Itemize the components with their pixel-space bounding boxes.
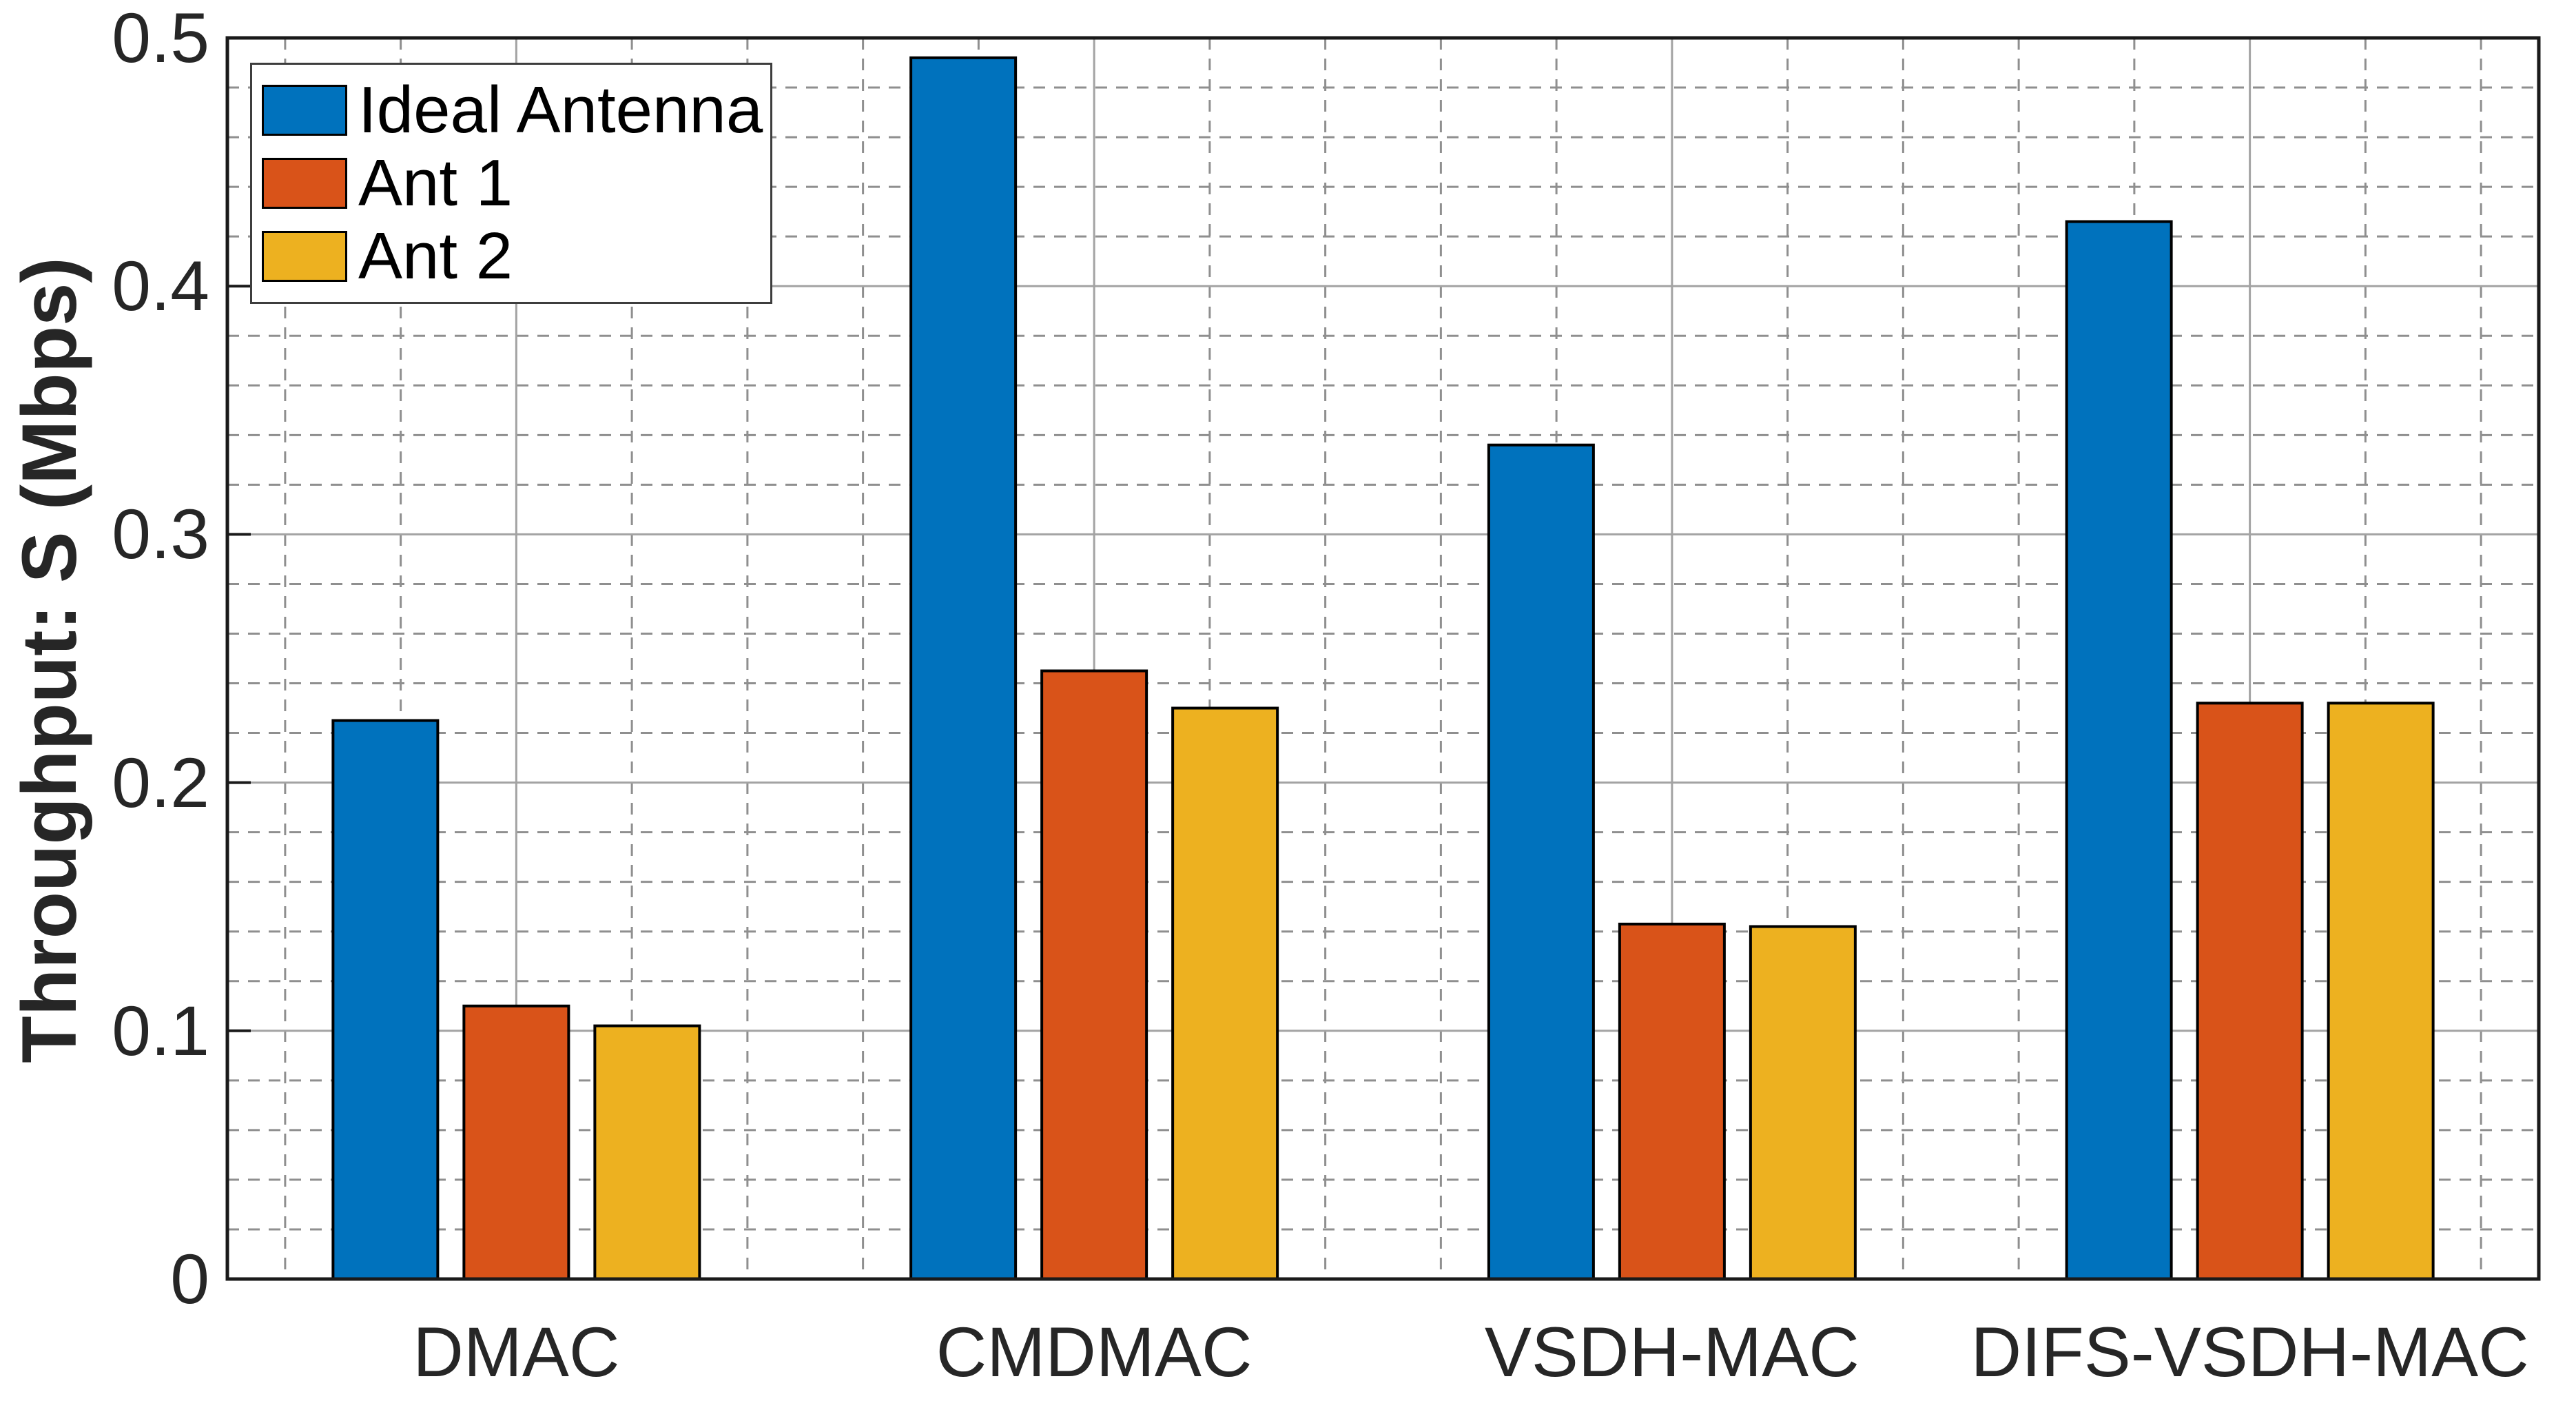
y-tick-label-0p2: 0.2 (112, 743, 209, 822)
bar-ant-2 (2327, 702, 2435, 1280)
legend-swatch-ant-1 (262, 158, 347, 209)
y-axis-title: Throughput: S (Mbps) (6, 257, 92, 1063)
bar-ant-1 (462, 1004, 570, 1281)
bar-ant-2 (1171, 706, 1279, 1281)
x-tick-label-cmdmac: CMDMAC (936, 1313, 1253, 1391)
bar-ant-1 (1618, 922, 1726, 1280)
y-tick-label-0p5: 0.5 (112, 0, 209, 77)
bar-ant-1 (1040, 669, 1148, 1280)
legend-label-ant-2: Ant 2 (358, 219, 513, 293)
legend-item-ant-1: Ant 1 (262, 150, 770, 216)
legend-item-ideal-antenna: Ideal Antenna (262, 77, 770, 143)
legend-swatch-ant-2 (262, 231, 347, 282)
legend-label-ant-1: Ant 1 (358, 146, 513, 220)
bar-ideal-antenna (2065, 220, 2173, 1281)
bar-ant-1 (2196, 702, 2304, 1280)
y-tick-label-0p3: 0.3 (112, 495, 209, 574)
bar-ideal-antenna (909, 56, 1018, 1280)
bar-ideal-antenna (1487, 443, 1595, 1280)
y-tick-label-0p1: 0.1 (112, 991, 209, 1070)
legend: Ideal Antenna Ant 1 Ant 2 (250, 63, 772, 304)
bar-ant-2 (1749, 925, 1857, 1280)
x-tick-label-vsdh-mac: VSDH-MAC (1484, 1313, 1859, 1391)
x-tick-label-difs-vsdh-mac: DIFS-VSDH-MAC (1970, 1313, 2529, 1391)
y-tick-label-0: 0 (170, 1240, 209, 1318)
legend-label-ideal-antenna: Ideal Antenna (358, 73, 763, 147)
legend-swatch-ideal-antenna (262, 85, 347, 136)
x-tick-label-dmac: DMAC (413, 1313, 620, 1391)
bar-ideal-antenna (331, 719, 440, 1281)
legend-item-ant-2: Ant 2 (262, 223, 770, 289)
axis-box (225, 36, 2541, 1281)
y-tick-label-0p4: 0.4 (112, 247, 209, 326)
bar-ant-2 (593, 1024, 701, 1280)
